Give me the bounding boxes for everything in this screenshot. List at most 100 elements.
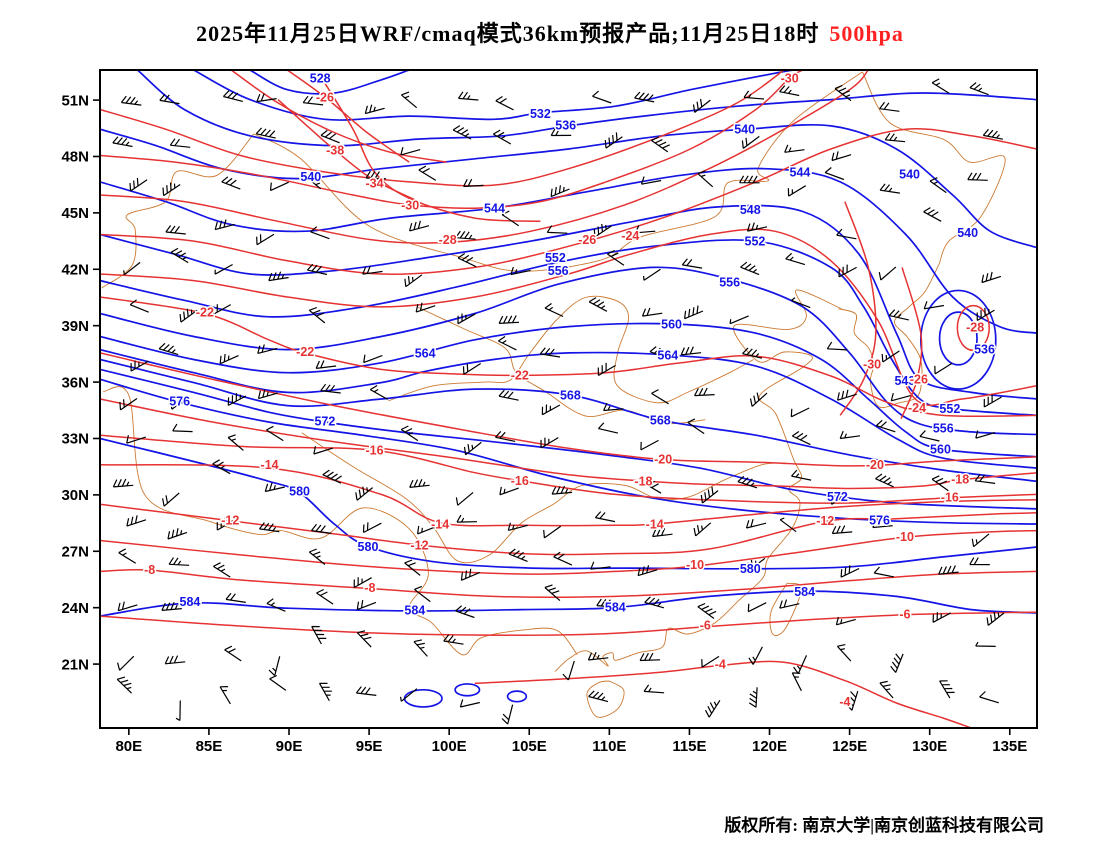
map-frame: 51N 48N 45N 42N 39N 36N 33N 30N 27N 24N 21N 80E 85E 9… [61,69,1038,755]
svg-text:544: 544 [790,165,811,179]
svg-text:51N: 51N [61,92,89,109]
svg-text:536: 536 [974,342,995,356]
svg-text:-28: -28 [439,233,457,247]
svg-text:-38: -38 [326,144,344,158]
svg-text:135E: 135E [992,738,1027,755]
svg-text:-24: -24 [908,401,926,415]
svg-text:576: 576 [869,513,890,527]
svg-text:540: 540 [899,167,920,181]
svg-text:-14: -14 [431,517,449,531]
svg-text:-18: -18 [951,473,969,487]
svg-text:-8: -8 [144,563,155,577]
svg-text:572: 572 [827,490,848,504]
svg-text:552: 552 [545,251,566,265]
svg-text:105E: 105E [512,738,547,755]
svg-text:584: 584 [180,595,201,609]
svg-text:528: 528 [310,71,331,85]
svg-text:-30: -30 [401,198,419,212]
svg-text:564: 564 [657,348,678,362]
svg-text:584: 584 [794,585,815,599]
pressure-level-label: 500hpa [829,21,904,46]
svg-text:95E: 95E [356,738,383,755]
svg-text:580: 580 [289,484,310,498]
svg-text:120E: 120E [752,738,787,755]
svg-text:21N: 21N [61,656,89,673]
svg-text:36N: 36N [61,374,89,391]
svg-text:100E: 100E [432,738,467,755]
svg-text:-4: -4 [715,658,726,672]
svg-text:45N: 45N [61,205,89,222]
svg-text:556: 556 [933,421,954,435]
page-title: 2025年11月25日WRF/cmaq模式36km预报产品;11月25日18时 5… [0,16,1100,48]
lon-axis: 80E 85E 90E 95E 100E 105E 110E 115E 120E 125E 130E… [115,728,1027,755]
svg-text:-24: -24 [621,229,639,243]
svg-text:80E: 80E [115,738,142,755]
svg-text:568: 568 [650,413,671,427]
svg-text:115E: 115E [672,738,706,755]
svg-text:-22: -22 [511,369,529,383]
svg-text:532: 532 [530,107,551,121]
svg-text:90E: 90E [276,738,303,755]
svg-text:580: 580 [358,540,379,554]
title-main: 2025年11月25日WRF/cmaq模式36km预报产品;11月25日18时 [196,21,820,46]
svg-text:536: 536 [555,119,576,133]
svg-text:-20: -20 [866,458,884,472]
svg-text:584: 584 [404,604,425,618]
svg-text:572: 572 [314,415,335,429]
svg-text:42N: 42N [61,262,89,279]
svg-text:564: 564 [415,346,436,360]
svg-text:552: 552 [939,402,960,416]
svg-text:-18: -18 [634,475,652,489]
svg-text:-12: -12 [816,514,834,528]
svg-text:584: 584 [605,600,626,614]
svg-text:-26: -26 [910,373,928,387]
svg-text:568: 568 [560,388,581,402]
svg-text:-16: -16 [511,474,529,488]
lat-axis: 51N 48N 45N 42N 39N 36N 33N 30N 27N 24N 21N [61,92,100,673]
svg-text:560: 560 [930,442,951,456]
svg-text:-4: -4 [839,695,850,709]
contour-labels-layer: 5285325365405405405405445445485485525525… [143,70,997,711]
svg-text:24N: 24N [61,600,89,617]
svg-text:30N: 30N [61,487,89,504]
svg-text:-12: -12 [410,538,428,552]
svg-text:544: 544 [484,202,505,216]
svg-text:-12: -12 [221,513,239,527]
svg-text:540: 540 [734,123,755,137]
svg-text:130E: 130E [912,738,947,755]
svg-text:-22: -22 [296,345,314,359]
svg-text:-22: -22 [196,306,214,320]
svg-text:556: 556 [548,264,569,278]
svg-text:-16: -16 [366,444,384,458]
svg-text:33N: 33N [61,431,89,448]
svg-text:85E: 85E [196,738,223,755]
svg-text:-34: -34 [366,177,384,191]
svg-text:552: 552 [745,234,766,248]
copyright-notice: 版权所有: 南京大学|南京创蓝科技有限公司 [724,816,1044,835]
svg-text:-14: -14 [646,517,664,531]
svg-text:-10: -10 [686,558,704,572]
svg-text:-30: -30 [781,71,799,85]
svg-text:548: 548 [894,374,915,388]
svg-text:556: 556 [719,275,740,289]
svg-text:-16: -16 [941,490,959,504]
wind-barbs-layer [112,78,1005,725]
svg-text:39N: 39N [61,318,89,335]
svg-text:-20: -20 [654,452,672,466]
svg-text:-14: -14 [261,458,279,472]
svg-text:125E: 125E [832,738,867,755]
svg-text:-8: -8 [364,581,375,595]
svg-text:540: 540 [300,170,321,184]
height-contours-layer [100,70,1037,708]
svg-text:548: 548 [740,203,761,217]
svg-text:-26: -26 [316,90,334,104]
svg-text:-6: -6 [700,619,711,633]
svg-text:48N: 48N [61,149,89,166]
svg-text:-26: -26 [578,233,596,247]
svg-text:-6: -6 [899,608,910,622]
svg-text:27N: 27N [61,544,89,561]
svg-text:576: 576 [169,394,190,408]
svg-text:-30: -30 [863,358,881,372]
